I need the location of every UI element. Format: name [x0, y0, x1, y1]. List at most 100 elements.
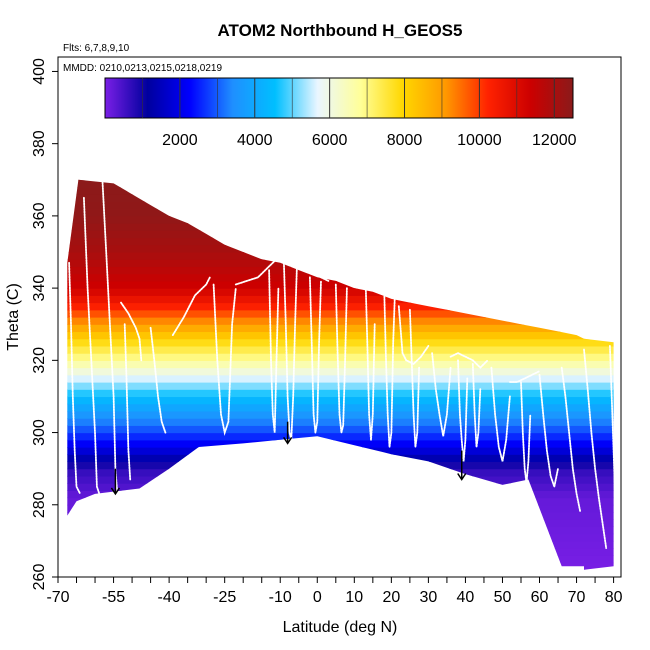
x-axis-label: Latitude (deg N) [283, 619, 398, 636]
flight-track [83, 196, 102, 499]
y-tick-label: 360 [31, 202, 48, 229]
flight-track [349, 269, 382, 282]
flight-track [383, 276, 396, 448]
x-tick-label: 80 [605, 589, 623, 606]
heatmap-band [67, 317, 614, 325]
y-tick-label: 260 [31, 564, 48, 591]
heatmap-band [67, 266, 614, 275]
heatmap-band [67, 512, 614, 520]
heatmap-band [67, 295, 614, 304]
heatmap-band [67, 237, 614, 246]
x-tick-label: -25 [213, 589, 236, 606]
heatmap-band [67, 273, 614, 282]
heatmap-band [67, 367, 614, 376]
x-tick-label: 70 [568, 589, 586, 606]
flights-note: Flts: 6,7,8,9,10 [63, 43, 130, 54]
heatmap-band [67, 555, 614, 564]
x-tick-label: 20 [382, 589, 400, 606]
flight-track [171, 276, 211, 336]
heatmap-band [67, 374, 614, 383]
x-axis: -70 -55 -40 -25 -10 0 10 20 30 40 50 60 70 80 [46, 577, 623, 606]
heatmap-band [67, 252, 614, 260]
flight-track [560, 366, 582, 513]
heatmap-band [67, 382, 614, 390]
flight-track [397, 305, 430, 365]
heatmap-band [67, 179, 614, 188]
flight-track [490, 366, 511, 462]
heatmap-band [67, 194, 614, 203]
chart-title: ATOM2 Northbound H_GEOS5 [218, 21, 463, 40]
flight-track [283, 261, 298, 441]
x-tick-label: 60 [531, 589, 549, 606]
arrow-head [283, 436, 293, 445]
heatmap-band [67, 302, 614, 311]
heatmap-band [67, 230, 614, 239]
y-tick-label: 320 [31, 347, 48, 374]
heatmap-band [67, 410, 614, 419]
dates-note: MMDD: 0210,0213,0215,0218,0219 [63, 63, 222, 74]
heatmap-band [67, 309, 614, 318]
heatmap-band [67, 215, 614, 224]
colorbar-tick-label: 4000 [237, 132, 273, 149]
heatmap-band [67, 403, 614, 412]
heatmap-band [67, 338, 614, 347]
y-axis: 260 280 300 320 340 360 380 400 [31, 58, 58, 590]
y-tick-label: 400 [31, 58, 48, 85]
flight-track [609, 345, 619, 560]
flight-track [120, 301, 143, 362]
x-tick-label: 50 [494, 589, 512, 606]
heatmap-band [67, 223, 614, 231]
heatmap-band [67, 353, 614, 361]
flight-track [309, 276, 322, 433]
heatmap-band [67, 187, 614, 195]
colorbar-tick-label: 6000 [312, 132, 348, 149]
x-tick-label: 10 [345, 589, 363, 606]
flight-track [431, 352, 452, 437]
arrow-layer [110, 421, 467, 496]
flight-track [538, 373, 559, 491]
heatmap-band [67, 432, 614, 441]
heatmap-band [67, 288, 614, 296]
colorbar-tick-label: 8000 [387, 132, 423, 149]
heatmap-band [67, 389, 614, 398]
heatmap-field [58, 179, 621, 577]
heatmap-band [67, 548, 614, 556]
flight-track [212, 283, 237, 437]
heatmap-band [67, 533, 614, 542]
arrow-head [110, 487, 121, 496]
colorbar-gradient [104, 77, 574, 119]
flight-track [520, 381, 532, 484]
y-tick-label: 280 [31, 491, 48, 518]
x-tick-label: 30 [419, 589, 437, 606]
x-tick-label: -10 [269, 589, 292, 606]
y-axis-label: Theta (C) [5, 283, 22, 351]
flight-track [68, 261, 82, 495]
heatmap-band [67, 526, 614, 535]
heatmap-band [67, 562, 614, 570]
flight-track [123, 323, 132, 481]
flight-track [449, 352, 489, 369]
y-tick-label: 380 [31, 130, 48, 157]
flight-track [297, 265, 330, 282]
flight-track [509, 370, 541, 383]
heatmap-band [67, 360, 614, 369]
heatmap-band [67, 504, 614, 513]
heatmap-floor [58, 433, 621, 577]
flight-track [457, 359, 469, 462]
flight-track [583, 348, 608, 549]
y-tick-label: 300 [31, 419, 48, 446]
flight-track [334, 283, 348, 433]
heatmap-band [67, 540, 614, 549]
heatmap-band [67, 425, 614, 434]
colorbar: 2000 4000 6000 8000 10000 12000 [104, 77, 577, 149]
colorbar-tick-label: 2000 [162, 132, 198, 149]
arrow-head [457, 473, 467, 481]
colorbar-tick-label: 12000 [532, 132, 577, 149]
heatmap-band [67, 331, 614, 340]
heatmap-band [67, 244, 614, 253]
heatmap-band [67, 345, 614, 354]
x-tick-label: 0 [313, 589, 322, 606]
heatmap-band [67, 324, 614, 333]
flight-track [409, 308, 420, 448]
